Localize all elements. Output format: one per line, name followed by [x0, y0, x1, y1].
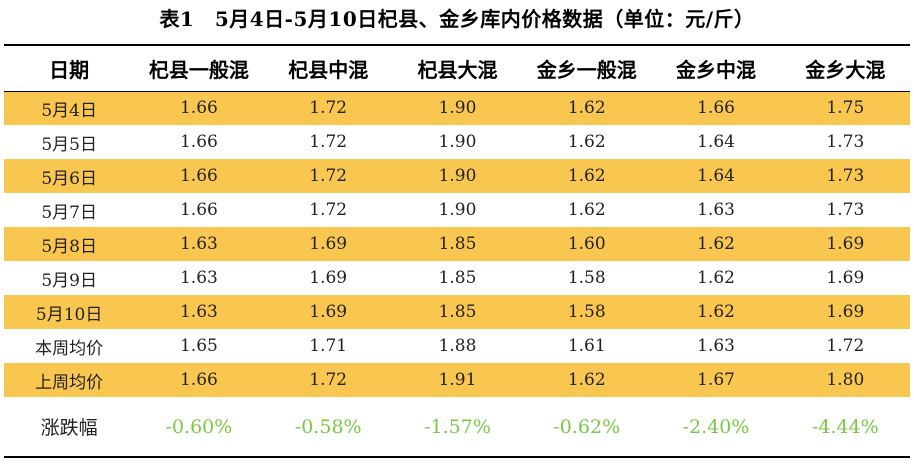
header-qixian-large: 杞县大混	[392, 44, 523, 92]
price-cell: 1.61	[567, 336, 606, 356]
price-cell: 1.90	[392, 91, 523, 125]
price-cell: 1.62	[697, 268, 735, 288]
row-date-cell: 5月4日	[4, 91, 135, 125]
price-cell: 1.91	[392, 363, 523, 397]
change-cell: -0.60%	[134, 397, 264, 458]
table-body: 5月4日 1.66 1.72 1.90 1.62 1.66 1.75 5月5日 1.66 1.72…	[4, 91, 910, 458]
table-row: 5月6日 1.66 1.72 1.90 1.62 1.64 1.73	[4, 159, 910, 193]
header-qixian-general: 杞县一般混	[134, 44, 264, 92]
price-cell: 1.72	[263, 159, 393, 193]
table-row: 5月9日 1.63 1.69 1.85 1.58 1.62 1.69	[4, 261, 910, 295]
header-jinxiang-general: 金乡一般混	[522, 44, 652, 92]
price-cell: 1.64	[697, 132, 735, 152]
price-cell: 1.75	[780, 91, 910, 125]
row-date-cell: 5月9日	[41, 270, 97, 291]
price-cell: 1.69	[780, 227, 910, 261]
price-cell: 1.85	[438, 268, 477, 288]
price-cell: 1.69	[826, 268, 865, 288]
row-date-cell: 5月7日	[41, 202, 97, 223]
price-cell: 1.69	[263, 295, 393, 329]
table-row: 5月8日 1.63 1.69 1.85 1.60 1.62 1.69	[4, 227, 910, 261]
price-cell: 1.72	[263, 363, 393, 397]
table-row: 上周均价 1.66 1.72 1.91 1.62 1.67 1.80	[4, 363, 910, 397]
table-title: 表1 5月4日-5月10日杞县、金乡库内价格数据（单位：元/斤）	[159, 7, 755, 31]
price-cell: 1.62	[651, 227, 781, 261]
change-label-cell: 涨跌幅	[4, 397, 135, 458]
table-row: 5月4日 1.66 1.72 1.90 1.62 1.66 1.75	[4, 91, 910, 125]
price-cell: 1.72	[309, 132, 348, 152]
header-date: 日期	[4, 44, 135, 92]
table-row: 5月5日 1.66 1.72 1.90 1.62 1.64 1.73	[4, 125, 910, 159]
price-cell: 1.88	[438, 336, 477, 356]
price-cell: 1.58	[522, 295, 652, 329]
price-cell: 1.73	[826, 200, 865, 220]
price-cell: 1.66	[179, 132, 218, 152]
price-cell: 1.71	[309, 336, 348, 356]
price-cell: 1.69	[780, 295, 910, 329]
change-cell: -4.44%	[780, 397, 910, 458]
price-cell: 1.67	[651, 363, 781, 397]
price-cell: 1.85	[392, 227, 523, 261]
price-cell: 1.62	[567, 200, 606, 220]
price-cell: 1.69	[309, 268, 348, 288]
change-cell: -2.40%	[651, 397, 781, 458]
price-cell: 1.63	[697, 336, 735, 356]
price-cell: 1.58	[567, 268, 606, 288]
price-cell: 1.66	[179, 200, 218, 220]
change-cell: -1.57%	[392, 397, 523, 458]
price-cell: 1.69	[263, 227, 393, 261]
row-date-cell: 5月5日	[41, 134, 97, 155]
price-cell: 1.63	[697, 200, 735, 220]
row-date-cell: 本周均价	[35, 338, 104, 359]
price-cell: 1.63	[134, 295, 264, 329]
change-cell: -0.62%	[522, 397, 652, 458]
header-jinxiang-medium: 金乡中混	[651, 44, 781, 92]
row-date-cell: 上周均价	[4, 363, 135, 397]
row-date-cell: 5月8日	[4, 227, 135, 261]
price-cell: 1.80	[780, 363, 910, 397]
price-cell: 1.60	[522, 227, 652, 261]
price-table: 日期 杞县一般混 杞县中混 杞县大混 金乡一般混 金乡中混 金乡大混 5月4日 1…	[4, 44, 910, 458]
price-cell: 1.63	[134, 227, 264, 261]
price-cell: 1.62	[522, 159, 652, 193]
change-row: 涨跌幅 -0.60% -0.58% -1.57% -0.62% -2.40% -4.44%	[4, 397, 910, 458]
price-cell: 1.72	[309, 200, 348, 220]
price-cell: 1.66	[651, 91, 781, 125]
table-row: 5月10日 1.63 1.69 1.85 1.58 1.62 1.69	[4, 295, 910, 329]
price-cell: 1.72	[263, 91, 393, 125]
price-cell: 1.85	[392, 295, 523, 329]
header-jinxiang-large: 金乡大混	[780, 44, 910, 92]
price-cell: 1.66	[134, 91, 264, 125]
change-cell: -0.58%	[263, 397, 393, 458]
header-row: 日期 杞县一般混 杞县中混 杞县大混 金乡一般混 金乡中混 金乡大混	[4, 44, 910, 92]
price-cell: 1.62	[651, 295, 781, 329]
price-cell: 1.63	[179, 268, 218, 288]
price-cell: 1.72	[826, 336, 865, 356]
price-cell: 1.66	[134, 363, 264, 397]
price-cell: 1.73	[826, 132, 865, 152]
price-cell: 1.65	[179, 336, 218, 356]
price-cell: 1.73	[780, 159, 910, 193]
row-date-cell: 5月10日	[4, 295, 135, 329]
price-cell: 1.64	[651, 159, 781, 193]
price-cell: 1.62	[522, 363, 652, 397]
table-row: 5月7日 1.66 1.72 1.90 1.62 1.63 1.73	[4, 193, 910, 227]
price-cell: 1.66	[134, 159, 264, 193]
price-cell: 1.62	[567, 132, 606, 152]
row-date-cell: 5月6日	[4, 159, 135, 193]
table-row: 本周均价 1.65 1.71 1.88 1.61 1.63 1.72	[4, 329, 910, 363]
price-cell: 1.90	[438, 132, 477, 152]
header-qixian-medium: 杞县中混	[263, 44, 393, 92]
price-cell: 1.90	[392, 159, 523, 193]
price-cell: 1.90	[438, 200, 477, 220]
price-cell: 1.62	[522, 91, 652, 125]
